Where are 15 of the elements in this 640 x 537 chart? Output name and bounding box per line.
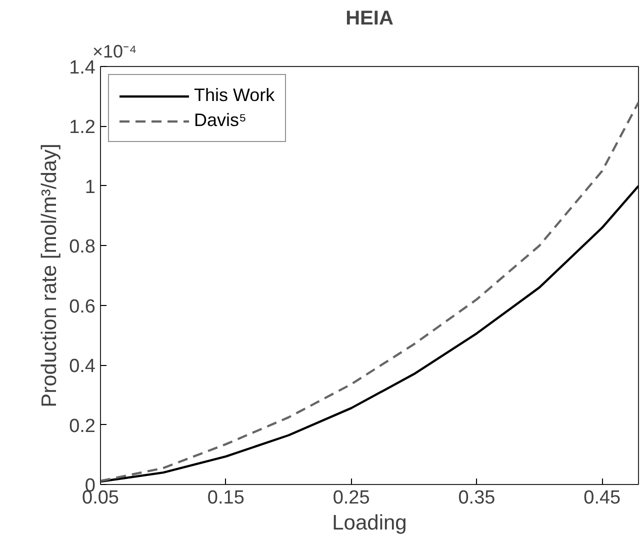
y-tick-label: 0.6 [69, 296, 96, 318]
x-axis-title: Loading [332, 512, 407, 534]
y-tick-label: 0.2 [69, 416, 96, 437]
x-tick-label: 0.35 [458, 488, 496, 508]
y-axis-title: Production rate [mol/m³/day] [38, 144, 62, 408]
x-tick-label: 0.15 [207, 488, 244, 508]
y-tick-label: 0.4 [69, 356, 96, 378]
x-tick-label: 0.25 [332, 488, 370, 508]
y-tick-label: 1 [84, 176, 96, 198]
x-tick-label: 0.45 [584, 488, 621, 508]
y-tick-label: 0.8 [69, 236, 96, 258]
legend-label: This Work [194, 85, 275, 106]
chart-title: HEIA [346, 8, 394, 30]
y-tick-label: 1.2 [69, 117, 96, 138]
legend-label: Davis⁵ [194, 110, 246, 131]
